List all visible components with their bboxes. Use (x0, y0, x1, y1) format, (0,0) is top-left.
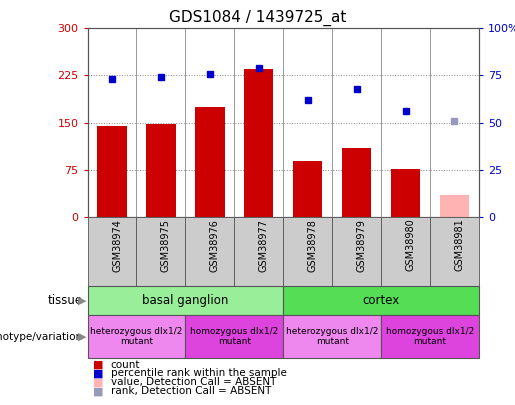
Bar (185, 217, 234, 286)
Text: GSM38978: GSM38978 (308, 219, 318, 272)
Text: basal ganglion: basal ganglion (142, 294, 229, 307)
Text: count: count (111, 360, 140, 369)
Text: ■: ■ (93, 360, 103, 369)
Bar (293, 162, 322, 217)
Text: homozygous dlx1/2
mutant: homozygous dlx1/2 mutant (386, 327, 474, 346)
Text: ▶: ▶ (78, 295, 87, 305)
Text: percentile rank within the sample: percentile rank within the sample (111, 369, 287, 378)
Text: GSM38976: GSM38976 (210, 219, 220, 272)
Text: GSM38979: GSM38979 (356, 219, 367, 272)
Bar (430, 217, 479, 286)
Text: ■: ■ (93, 386, 103, 396)
Text: GSM38974: GSM38974 (112, 219, 122, 272)
Bar (342, 147, 371, 217)
Bar (283, 286, 479, 315)
Text: heterozygous dlx1/2
mutant: heterozygous dlx1/2 mutant (286, 327, 379, 346)
Bar (283, 315, 381, 358)
Bar (381, 217, 430, 286)
Bar (88, 315, 185, 358)
Text: heterozygous dlx1/2
mutant: heterozygous dlx1/2 mutant (90, 327, 183, 346)
Bar (97, 126, 127, 217)
Bar (283, 217, 332, 286)
Text: genotype/variation: genotype/variation (0, 332, 82, 342)
Text: GSM38977: GSM38977 (259, 219, 269, 272)
Bar (391, 169, 420, 217)
Bar (136, 217, 185, 286)
Text: rank, Detection Call = ABSENT: rank, Detection Call = ABSENT (111, 386, 271, 396)
Text: GSM38980: GSM38980 (406, 219, 416, 271)
Text: GSM38975: GSM38975 (161, 219, 171, 272)
Text: cortex: cortex (363, 294, 400, 307)
Bar (88, 217, 136, 286)
Text: ▶: ▶ (78, 332, 87, 342)
Text: tissue: tissue (47, 294, 82, 307)
Text: GDS1084 / 1439725_at: GDS1084 / 1439725_at (169, 10, 346, 26)
Bar (185, 315, 283, 358)
Text: value, Detection Call = ABSENT: value, Detection Call = ABSENT (111, 377, 276, 387)
Bar (195, 107, 225, 217)
Bar (440, 195, 469, 217)
Bar (234, 217, 283, 286)
Bar (332, 217, 381, 286)
Bar (146, 124, 176, 217)
Text: GSM38981: GSM38981 (455, 219, 465, 271)
Bar (88, 286, 283, 315)
Text: ■: ■ (93, 377, 103, 387)
Bar (244, 69, 273, 217)
Text: ■: ■ (93, 369, 103, 378)
Bar (381, 315, 479, 358)
Text: homozygous dlx1/2
mutant: homozygous dlx1/2 mutant (190, 327, 279, 346)
